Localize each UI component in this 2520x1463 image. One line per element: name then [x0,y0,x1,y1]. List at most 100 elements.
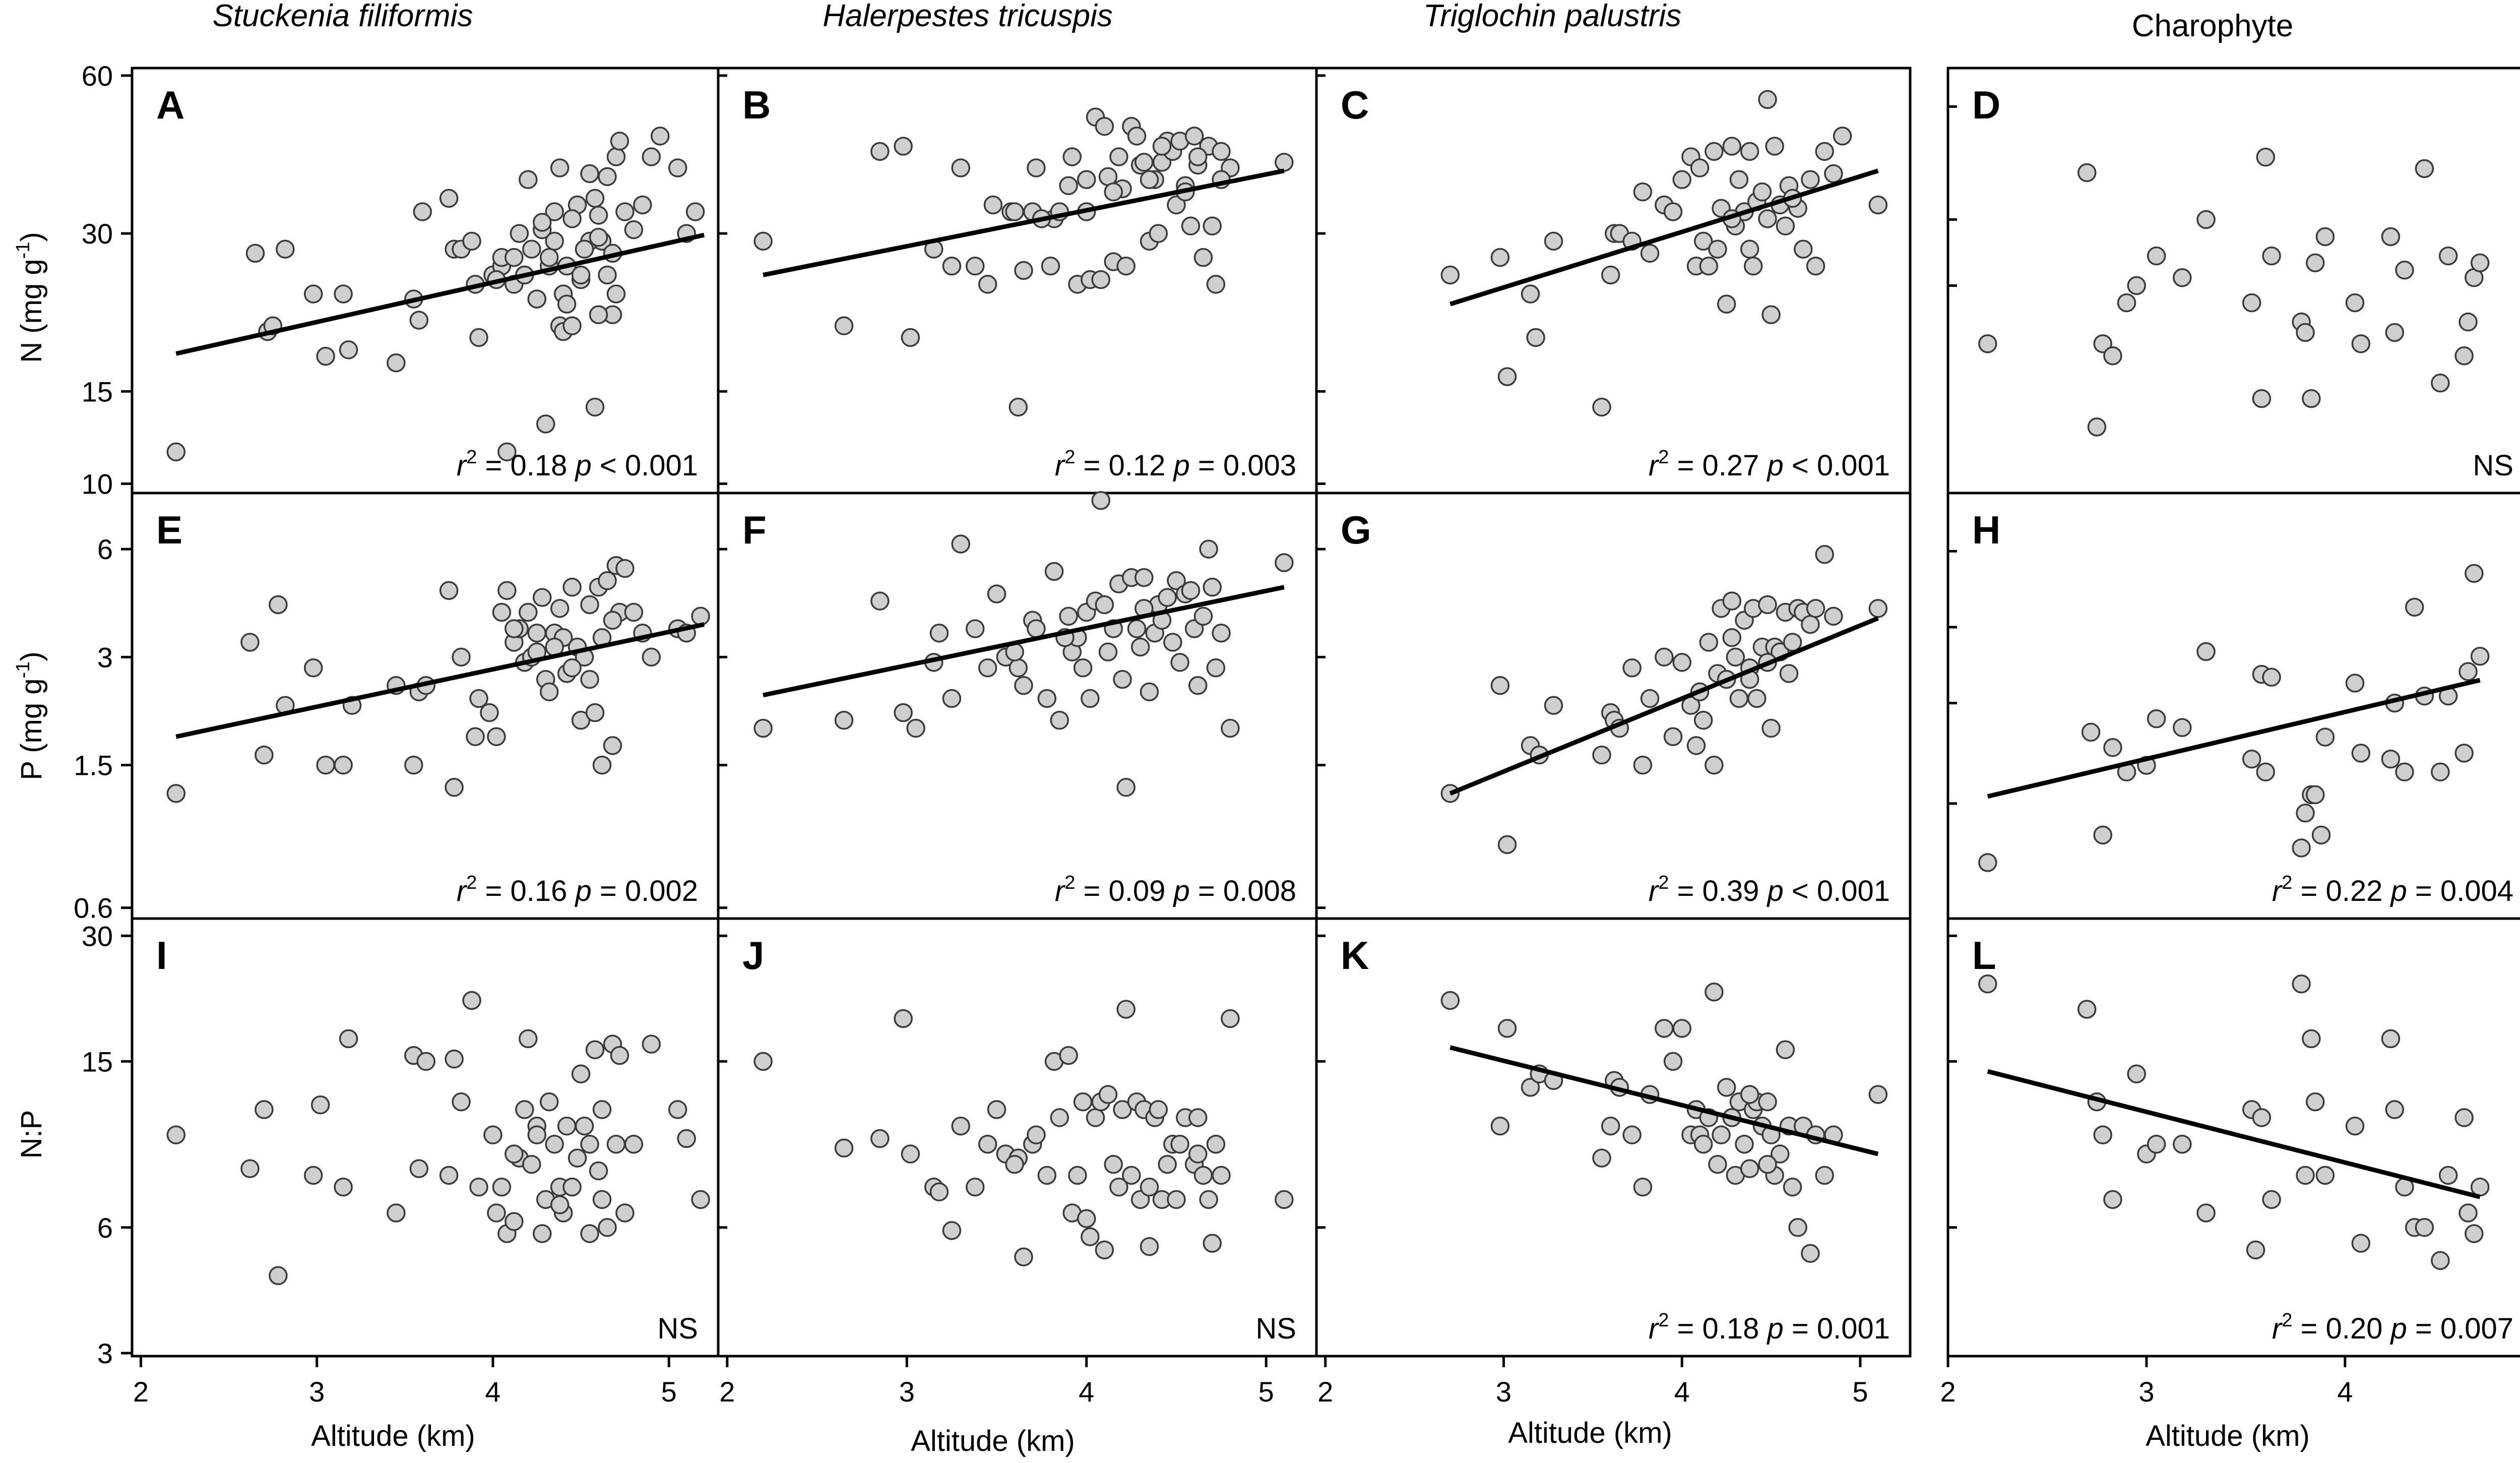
y-tick-label: 6 [97,533,113,565]
panel-frame [1315,917,1912,1358]
data-point [1050,1108,1069,1127]
data-point [906,718,925,738]
data-point [1779,664,1799,683]
data-point [1672,170,1691,189]
stat-p-value: = 0.003 [1190,449,1296,482]
data-point [685,202,705,221]
data-point [2252,1108,2272,1127]
y-tick-label: 30 [82,920,113,952]
data-point [1806,256,1825,276]
data-point [2077,1000,2097,1019]
data-point [589,1161,608,1181]
data-point [1801,1244,1820,1263]
y-tick-label: 6 [97,1212,113,1244]
data-point [1544,231,1563,251]
data-point [2127,276,2146,295]
data-point [1203,1234,1222,1253]
data-point [255,745,274,765]
data-point [487,1203,506,1223]
stat-p: p [574,875,591,907]
data-point [404,755,423,775]
data-point [1717,1078,1736,1097]
panel-letter: F [742,508,767,552]
panel-frame [717,492,1318,920]
x-tick-label: 2 [719,1376,735,1408]
data-point [589,206,608,225]
data-point [166,784,186,803]
stat-p: p [1766,875,1783,907]
data-point [1152,137,1172,156]
data-point [2470,646,2490,666]
data-point [1014,676,1033,695]
y-label-n-exp: -1 [13,242,34,259]
stat-annotation: r2 = 0.16 p = 0.002 [457,872,698,907]
data-point [1130,637,1150,657]
data-point [610,132,629,151]
data-point [606,1134,626,1154]
data-point [2292,974,2311,994]
data-point [1091,491,1111,510]
data-points [753,1000,1294,1266]
data-point [492,602,512,622]
data-point [2454,744,2474,763]
data-point [585,703,605,722]
data-point [245,243,265,263]
stat-p: p [574,449,591,482]
data-point [901,328,920,347]
data-points [166,556,710,803]
data-point [668,158,687,177]
data-point [951,1116,970,1136]
x-tick-label: 3 [1496,1376,1511,1408]
data-point [1116,778,1136,797]
data-point [1758,595,1777,615]
stat-r-exp: 2 [1658,447,1669,468]
data-point [1044,562,1064,581]
panel-A: A 10 15 30 60 r2 = 0.18 p < 0.001 [82,60,720,500]
data-point [1212,624,1231,643]
data-point [1761,718,1781,738]
panel-D: D361530NS [1946,67,2520,495]
stat-p: p [1172,875,1189,907]
data-point [1037,689,1057,708]
data-point [2351,334,2371,353]
y-tick-label: 10 [82,468,113,500]
data-point [1181,216,1201,235]
data-point [2431,762,2450,782]
data-point [1806,599,1825,618]
data-point [585,397,605,417]
data-point [409,1159,429,1178]
data-point [1104,1154,1123,1174]
data-point [615,202,635,221]
stat-p-value: = 0.001 [1784,1312,1890,1345]
data-point [753,718,773,738]
data-point [527,624,547,643]
data-point [1521,1078,1540,1097]
data-point [1037,1166,1057,1185]
panel-letter: H [1972,508,2000,552]
data-point [462,231,481,251]
data-point [1206,658,1226,678]
data-point [585,189,605,208]
panel-letter: I [156,933,167,978]
data-point [603,736,622,755]
data-point [580,1134,599,1154]
x-tick-label: 4 [2337,1376,2353,1408]
data-point [2381,1029,2401,1049]
data-point [1275,553,1294,572]
stat-r2-value: = 0.20 [2292,1312,2390,1345]
data-point [691,606,710,626]
data-point [545,231,564,251]
stat-r2-value: = 0.18 [477,449,575,482]
data-point [589,227,608,247]
stat-annotation: r2 = 0.22 p = 0.004 [2272,872,2513,907]
stat-r: r [1649,449,1660,482]
data-point [894,137,913,156]
data-point [951,534,970,554]
data-point [753,231,773,251]
data-point [571,1064,591,1083]
data-point [2345,1116,2365,1136]
data-point [2147,246,2166,266]
data-point [1758,209,1777,228]
data-points [1440,544,1888,855]
